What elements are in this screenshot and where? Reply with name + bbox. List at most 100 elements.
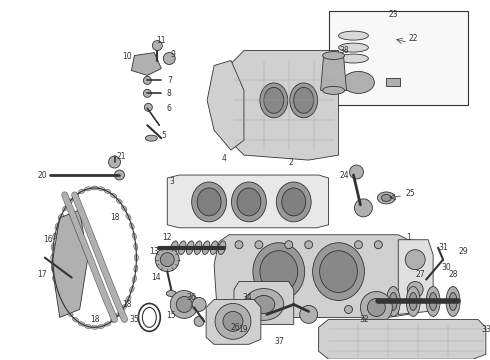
Ellipse shape [104, 322, 111, 326]
Text: 38: 38 [340, 46, 349, 55]
Ellipse shape [73, 193, 79, 198]
Text: 15: 15 [167, 311, 176, 320]
Circle shape [368, 298, 385, 316]
Circle shape [144, 89, 151, 97]
Text: 28: 28 [448, 270, 458, 279]
Ellipse shape [343, 72, 374, 93]
Ellipse shape [390, 293, 397, 310]
Text: 1: 1 [406, 233, 411, 242]
Text: 18: 18 [110, 213, 119, 222]
Ellipse shape [429, 293, 437, 310]
Circle shape [285, 241, 293, 249]
Circle shape [192, 297, 206, 311]
Circle shape [194, 316, 204, 327]
Ellipse shape [58, 213, 63, 220]
Ellipse shape [67, 311, 73, 317]
Text: 18: 18 [122, 300, 132, 309]
Ellipse shape [290, 83, 318, 118]
Text: 22: 22 [409, 34, 418, 43]
Circle shape [163, 53, 175, 64]
Polygon shape [320, 55, 346, 90]
Ellipse shape [231, 182, 267, 222]
Ellipse shape [110, 318, 117, 322]
Circle shape [240, 312, 254, 327]
Circle shape [215, 303, 251, 339]
Text: 20: 20 [37, 171, 47, 180]
Ellipse shape [282, 188, 306, 216]
Polygon shape [167, 175, 329, 228]
Ellipse shape [104, 189, 111, 194]
Circle shape [223, 311, 243, 331]
Ellipse shape [116, 199, 122, 204]
Circle shape [354, 199, 372, 217]
Ellipse shape [62, 206, 68, 211]
Text: 37: 37 [274, 337, 284, 346]
Text: 18: 18 [90, 315, 99, 324]
Ellipse shape [126, 296, 131, 302]
Ellipse shape [210, 241, 218, 255]
Ellipse shape [186, 241, 194, 255]
Ellipse shape [322, 51, 344, 59]
Circle shape [160, 253, 174, 267]
Circle shape [260, 305, 268, 314]
Circle shape [300, 305, 318, 323]
Bar [386, 78, 400, 86]
Circle shape [405, 250, 425, 270]
Ellipse shape [253, 243, 305, 301]
Ellipse shape [192, 182, 226, 222]
Ellipse shape [134, 254, 138, 261]
Text: 29: 29 [458, 247, 468, 256]
Ellipse shape [126, 213, 131, 220]
Ellipse shape [116, 311, 122, 317]
Text: 3: 3 [170, 177, 175, 186]
Ellipse shape [339, 54, 368, 63]
Ellipse shape [146, 135, 157, 141]
Text: 32: 32 [360, 315, 369, 324]
Text: 23: 23 [389, 10, 398, 19]
Ellipse shape [55, 286, 60, 293]
Ellipse shape [406, 287, 420, 316]
Circle shape [354, 241, 363, 249]
Ellipse shape [73, 318, 79, 322]
Circle shape [230, 303, 238, 311]
Ellipse shape [52, 276, 57, 283]
Ellipse shape [339, 31, 368, 40]
Ellipse shape [134, 265, 138, 272]
Polygon shape [52, 210, 88, 318]
Ellipse shape [129, 286, 134, 293]
Text: 19: 19 [238, 325, 248, 334]
Bar [329, 11, 468, 105]
Circle shape [235, 241, 243, 249]
Text: 13: 13 [149, 247, 159, 256]
Polygon shape [214, 235, 413, 318]
Ellipse shape [319, 251, 357, 293]
Text: 6: 6 [167, 104, 172, 113]
Text: 35: 35 [129, 315, 139, 324]
Text: 12: 12 [163, 233, 172, 242]
Text: 27: 27 [416, 270, 425, 279]
Text: 17: 17 [37, 270, 47, 279]
Ellipse shape [55, 223, 60, 229]
Ellipse shape [85, 324, 92, 329]
Ellipse shape [134, 243, 138, 250]
Circle shape [407, 282, 423, 297]
Circle shape [144, 76, 151, 84]
Ellipse shape [122, 206, 127, 211]
Polygon shape [206, 300, 261, 344]
Ellipse shape [294, 87, 314, 113]
Circle shape [305, 241, 313, 249]
Polygon shape [234, 282, 294, 324]
Ellipse shape [171, 241, 178, 255]
Ellipse shape [85, 187, 92, 191]
Ellipse shape [51, 254, 55, 261]
Ellipse shape [132, 276, 137, 283]
Text: 11: 11 [156, 36, 166, 45]
Text: 36: 36 [186, 293, 196, 302]
Text: 7: 7 [167, 76, 172, 85]
Text: 31: 31 [438, 243, 448, 252]
Ellipse shape [98, 324, 104, 329]
Ellipse shape [91, 186, 98, 190]
Ellipse shape [132, 233, 137, 239]
Text: 16: 16 [43, 235, 52, 244]
Ellipse shape [260, 251, 298, 293]
